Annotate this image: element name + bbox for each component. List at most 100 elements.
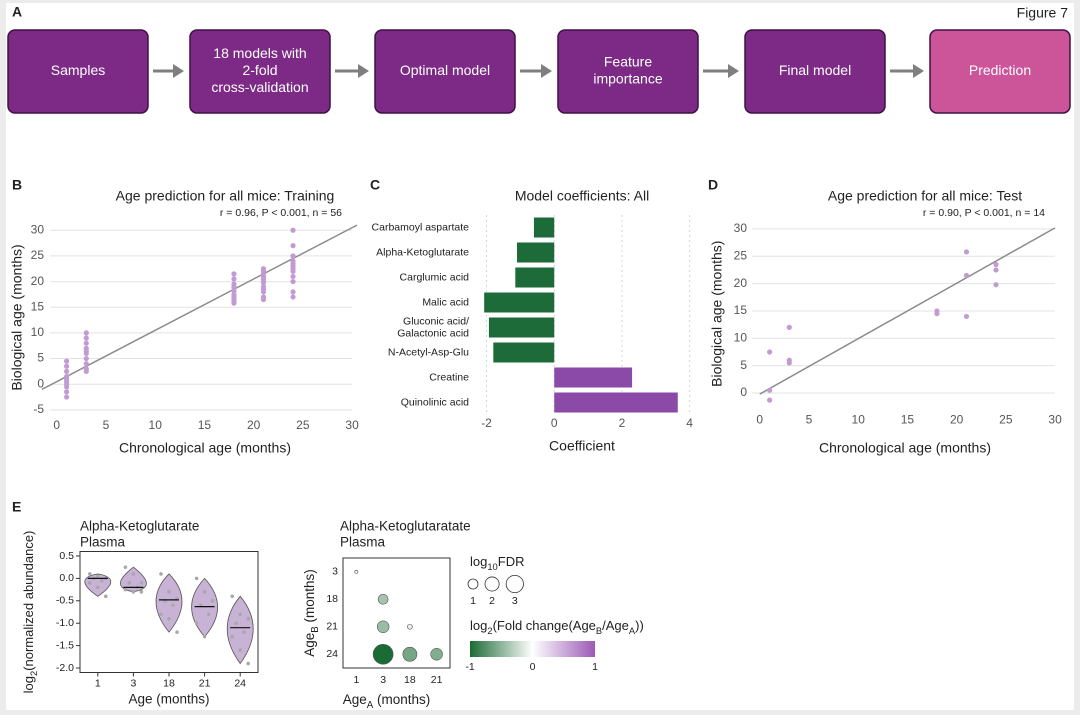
data-point: [242, 630, 246, 634]
data-point: [64, 389, 70, 395]
y-tick-label: -1.0: [56, 617, 74, 629]
text-part: Optimal model: [400, 62, 490, 78]
x-tick-label: 20: [950, 413, 964, 427]
text-part: )): [635, 618, 644, 633]
data-point: [64, 358, 70, 364]
y-tick-label: 0: [740, 385, 747, 399]
bar: [554, 392, 678, 413]
data-point: [167, 616, 171, 621]
y-tick-label: 3: [332, 566, 338, 578]
plot-frame: [342, 557, 451, 669]
x-axis-label: Chronological age (months): [119, 440, 291, 456]
flow-step: [7, 29, 149, 114]
data-point: [139, 590, 144, 594]
x-axis-label: Coefficient: [549, 438, 615, 454]
y-tick-label: -0.5: [56, 595, 74, 607]
size-legend-circle: [505, 574, 524, 594]
data-point: [767, 349, 773, 355]
data-point: [260, 289, 267, 295]
y-tick-label: 30: [31, 222, 45, 236]
data-point: [83, 335, 89, 341]
data-point: [234, 621, 238, 626]
text-part: A: [629, 626, 636, 636]
data-point: [131, 572, 136, 576]
flow-arrowhead: [728, 64, 739, 78]
data-point: [993, 261, 999, 268]
data-point: [290, 227, 296, 233]
bar: [484, 292, 555, 313]
y-tick-label: 5: [740, 358, 747, 372]
data-point: [64, 363, 70, 369]
data-point: [167, 590, 171, 594]
data-point: [202, 590, 207, 594]
category-label: Alpha-Ketoglutarate: [376, 246, 469, 258]
fit-line: [759, 227, 1056, 395]
chart-title: Alpha-Ketoglutarate: [80, 519, 199, 534]
text-part: Final model: [779, 62, 851, 78]
data-point: [290, 273, 296, 280]
y-tick-label: 25: [734, 248, 748, 262]
chart-subtitle: Plasma: [80, 535, 126, 550]
x-tick-label: -2: [481, 416, 492, 430]
bubble: [376, 620, 390, 633]
flow-step-label: 18 models with 2-fold cross-validation: [211, 45, 308, 95]
x-tick-label: 10: [852, 413, 866, 427]
bubble: [372, 643, 394, 665]
data-point: [963, 272, 970, 279]
chart-title: Age prediction for all mice: Training: [116, 188, 335, 204]
data-point: [159, 572, 163, 576]
category-label: Carglumic acid: [400, 271, 470, 283]
data-point: [230, 594, 234, 599]
y-tick-label: -5: [33, 402, 44, 416]
x-tick-label: 3: [130, 677, 136, 689]
text-part: Age: [343, 692, 367, 707]
data-point: [96, 574, 100, 578]
x-axis-label: Age (months): [128, 692, 209, 707]
data-point: [963, 249, 970, 255]
text-part: log: [21, 676, 36, 693]
flow-step-label: Optimal model: [400, 62, 490, 78]
flow-step: [744, 29, 886, 114]
text-part: 18 models with: [213, 45, 306, 61]
text-part: B: [310, 626, 321, 632]
flow-step: [189, 29, 331, 114]
category-label: Carbamoyl aspartate: [372, 221, 470, 233]
bubble: [430, 648, 443, 661]
bar: [488, 317, 555, 338]
text-part: Age: [302, 633, 317, 657]
data-point: [123, 565, 128, 569]
data-point: [96, 585, 100, 590]
data-point: [786, 360, 792, 366]
color-bar: [470, 641, 595, 657]
flow-step: [929, 29, 1071, 114]
x-axis-label: Chronological age (months): [819, 440, 991, 456]
color-legend-title: log2(Fold change(AgeB/AgeA)): [470, 618, 644, 636]
y-axis-label: log2(normalized abundance): [21, 531, 39, 694]
data-point: [767, 397, 773, 403]
data-point: [238, 612, 242, 617]
data-point: [290, 253, 296, 259]
flow-step-label: Feature importance: [593, 53, 662, 86]
y-tick-label: 15: [734, 303, 748, 317]
data-point: [231, 288, 237, 294]
x-tick-label: 0: [551, 416, 558, 430]
data-point: [231, 300, 237, 306]
data-point: [171, 603, 175, 608]
data-point: [246, 616, 250, 621]
text-part: 2: [29, 671, 39, 676]
data-point: [159, 612, 163, 617]
data-point: [194, 576, 199, 581]
data-point: [139, 581, 144, 585]
x-tick-label: 3: [380, 674, 386, 686]
color-legend-label: -1: [465, 661, 474, 673]
bar: [554, 367, 633, 388]
y-tick-label: 0.5: [59, 550, 74, 562]
flow-step-label: Final model: [779, 62, 851, 78]
text-part: (months): [302, 569, 317, 626]
data-point: [83, 330, 89, 336]
data-point: [83, 340, 89, 346]
data-point: [230, 634, 234, 639]
data-point: [290, 243, 296, 249]
bubble: [402, 646, 418, 662]
bar: [493, 342, 555, 363]
